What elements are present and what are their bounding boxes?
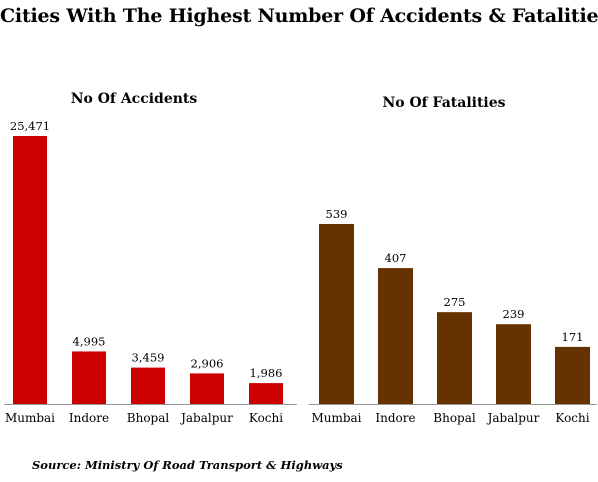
fatalities-value-label: 171 bbox=[562, 330, 584, 344]
fatalities-bar-jabalpur bbox=[496, 324, 531, 404]
accidents-chart: No Of Accidents 25,471 Mumbai 4,995 Indore 3,… bbox=[4, 91, 297, 425]
fatalities-category-label: Indore bbox=[375, 411, 415, 425]
accidents-bar-kochi bbox=[249, 383, 283, 404]
accidents-value-label: 4,995 bbox=[73, 334, 106, 348]
accidents-value-label: 2,906 bbox=[191, 356, 224, 370]
accidents-value-label: 1,986 bbox=[250, 366, 283, 380]
fatalities-category-label: Kochi bbox=[555, 411, 589, 425]
accidents-category-label: Indore bbox=[69, 411, 109, 425]
fatalities-value-label: 407 bbox=[385, 251, 407, 265]
accidents-value-label: 25,471 bbox=[10, 119, 50, 133]
accidents-category-label: Kochi bbox=[249, 411, 283, 425]
fatalities-bar-kochi bbox=[555, 346, 590, 404]
accidents-category-label: Mumbai bbox=[5, 411, 55, 425]
accidents-chart-title: No Of Accidents bbox=[71, 91, 198, 107]
fatalities-category-label: Jabalpur bbox=[486, 411, 540, 425]
fatalities-value-label: 539 bbox=[326, 207, 348, 221]
fatalities-chart-title: No Of Fatalities bbox=[382, 95, 505, 111]
fatalities-bar-bhopal bbox=[437, 312, 472, 404]
fatalities-bar-indore bbox=[378, 268, 413, 404]
fatalities-category-label: Mumbai bbox=[311, 411, 361, 425]
accidents-category-label: Jabalpur bbox=[179, 411, 233, 425]
fatalities-chart: No Of Fatalities 539 Mumbai 407 Indore 275 Bho… bbox=[309, 95, 597, 425]
source-note: Source: Ministry Of Road Transport & Hig… bbox=[32, 458, 343, 472]
fatalities-value-label: 239 bbox=[503, 307, 525, 321]
fatalities-bar-mumbai bbox=[319, 224, 354, 404]
accidents-bar-indore bbox=[72, 351, 106, 404]
accidents-bar-jabalpur bbox=[190, 373, 224, 404]
accidents-bar-bhopal bbox=[131, 367, 165, 404]
accidents-category-label: Bhopal bbox=[127, 411, 170, 425]
fatalities-value-label: 275 bbox=[444, 295, 466, 309]
page-title: Cities With The Highest Number Of Accide… bbox=[0, 5, 598, 27]
fatalities-category-label: Bhopal bbox=[433, 411, 476, 425]
accidents-bar-mumbai bbox=[13, 136, 47, 404]
accidents-value-label: 3,459 bbox=[132, 351, 165, 365]
